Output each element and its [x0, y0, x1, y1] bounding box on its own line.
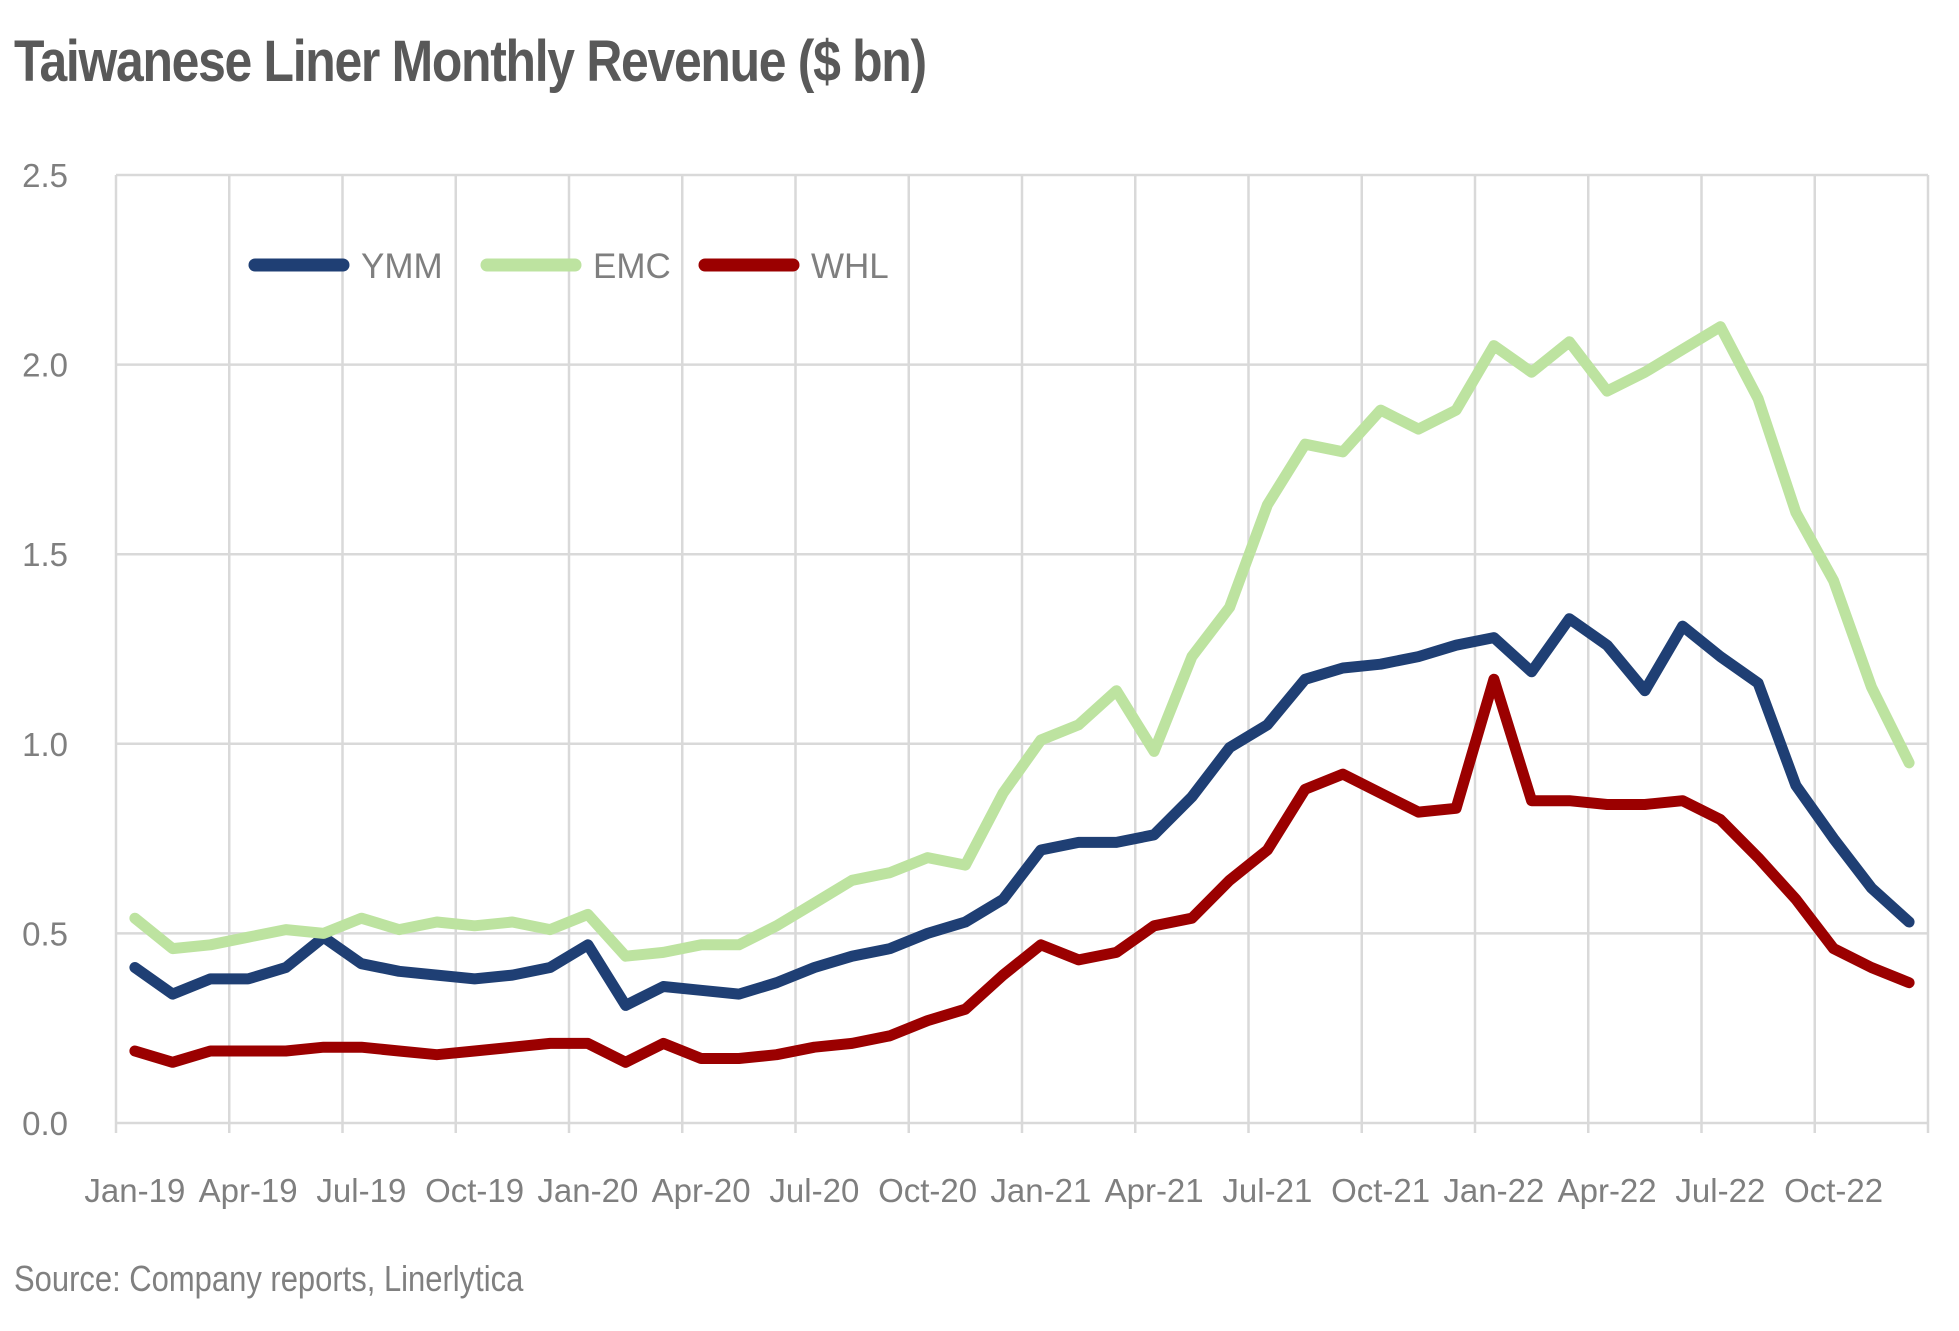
x-tick-label: Oct-20 [878, 1172, 977, 1209]
legend-label-emc: EMC [593, 247, 671, 286]
y-tick-label: 2.5 [22, 157, 68, 194]
legend: YMM EMC WHL [248, 247, 889, 286]
gridlines [114, 173, 1930, 1133]
x-tick-label: Jul-19 [316, 1172, 406, 1209]
x-tick-label: Apr-22 [1558, 1172, 1657, 1209]
y-tick-label: 1.0 [22, 726, 68, 763]
series-lines [129, 321, 1915, 1068]
x-tick-label: Jan-21 [990, 1172, 1091, 1209]
chart-title: Taiwanese Liner Monthly Revenue ($ bn) [14, 29, 927, 94]
y-tick-label: 0.5 [22, 915, 68, 952]
y-tick-label: 1.5 [22, 536, 68, 573]
y-tick-label: 2.0 [22, 347, 68, 384]
x-tick-label: Jul-20 [769, 1172, 859, 1209]
x-tick-label: Apr-19 [199, 1172, 298, 1209]
series-line-emc [129, 321, 1915, 962]
x-tick-label: Jul-22 [1675, 1172, 1765, 1209]
x-tick-label: Jan-20 [537, 1172, 638, 1209]
x-tick-label: Jan-19 [84, 1172, 185, 1209]
y-tick-label: 0.0 [22, 1105, 68, 1142]
x-tick-label: Jan-22 [1443, 1172, 1544, 1209]
legend-label-ymm: YMM [361, 247, 443, 286]
legend-label-whl: WHL [811, 247, 889, 286]
series-line-whl [129, 673, 1915, 1068]
x-tick-label: Apr-20 [652, 1172, 751, 1209]
x-tick-label: Apr-21 [1105, 1172, 1204, 1209]
source-note: Source: Company reports, Linerlytica [14, 1258, 524, 1299]
x-tick-label: Oct-22 [1784, 1172, 1883, 1209]
x-tick-label: Oct-19 [425, 1172, 524, 1209]
x-tick-label: Oct-21 [1331, 1172, 1430, 1209]
x-tick-label: Jul-21 [1222, 1172, 1312, 1209]
series-line-ymm [129, 613, 1915, 1011]
y-axis-tick-labels: 0.0 0.5 1.0 1.5 2.0 2.5 [22, 157, 68, 1142]
x-axis-tick-labels: Jan-19 Apr-19 Jul-19 Oct-19 Jan-20 Apr-20 Jul-… [84, 1172, 1883, 1209]
